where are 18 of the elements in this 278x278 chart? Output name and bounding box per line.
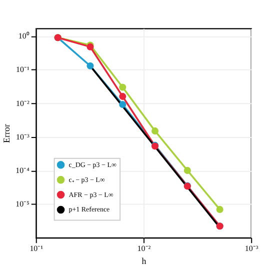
x-tick-label: 10⁻² bbox=[137, 244, 152, 254]
y-tick-label: 10⁻⁵ bbox=[16, 200, 30, 209]
point bbox=[216, 206, 224, 213]
point bbox=[119, 84, 126, 91]
y-tick-label: 10⁰ bbox=[18, 32, 30, 41]
point bbox=[86, 62, 94, 70]
y-tick-label: 10⁻³ bbox=[16, 132, 30, 142]
y-tick-label: 10⁻¹ bbox=[16, 65, 30, 74]
y-tick-label: 10⁻⁴ bbox=[16, 166, 30, 175]
x-tick-label: 10⁻¹ bbox=[30, 244, 44, 254]
point bbox=[119, 100, 126, 108]
point bbox=[152, 127, 159, 134]
y-axis-title: Error bbox=[2, 124, 12, 143]
point bbox=[184, 166, 191, 174]
x-axis-title: h bbox=[142, 256, 147, 266]
x-tick-label: 10⁻³ bbox=[244, 244, 259, 254]
y-tick-label: 10⁻² bbox=[16, 98, 30, 108]
point bbox=[119, 92, 126, 100]
